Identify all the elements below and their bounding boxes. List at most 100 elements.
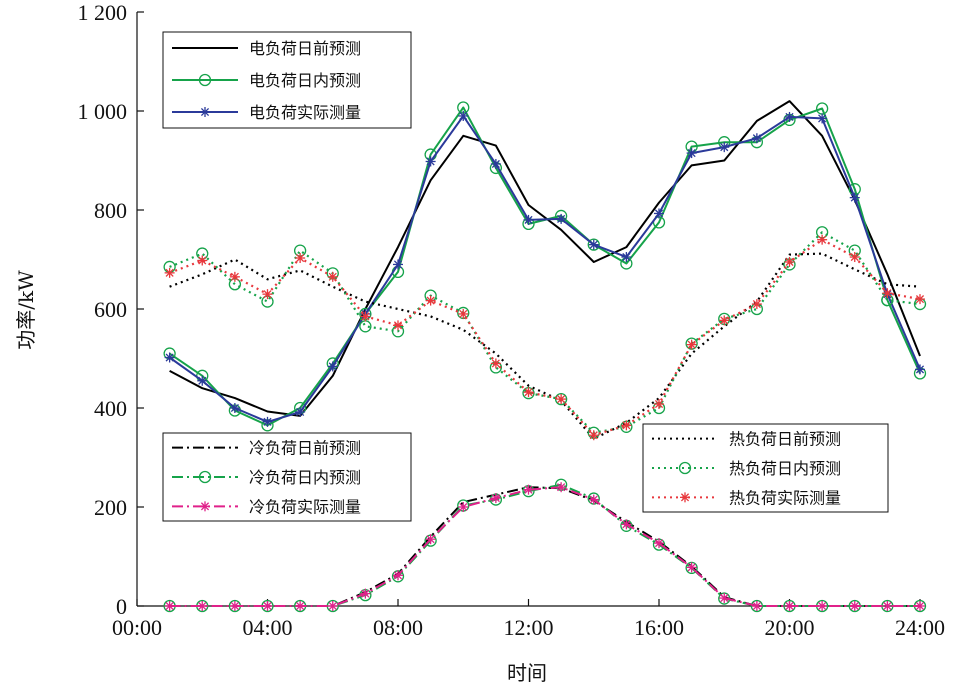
data-point [425,534,436,545]
data-point [327,601,338,611]
data-point [295,601,306,611]
data-point [458,308,469,319]
series-2 [164,110,925,427]
series-line-0 [169,100,921,417]
legend-marker [680,492,690,503]
data-point [229,403,240,413]
data-point [784,256,795,267]
legend-label: 电负荷日前预测 [249,39,361,58]
data-point [750,599,764,613]
y-tick-label: 1 000 [78,99,128,124]
series-5 [164,482,925,611]
data-point [719,593,730,604]
data-point [882,601,893,611]
data-point [817,113,828,124]
data-point [685,561,698,575]
data-point [393,570,403,581]
y-tick-label: 1 200 [78,0,128,25]
data-point [164,601,175,611]
x-tick-label: 12:00 [503,615,553,640]
series-6 [169,252,921,440]
data-point [458,110,469,121]
legend-label: 热负荷日内预测 [729,459,841,478]
data-point [523,387,534,398]
series-layer [163,100,927,613]
data-point [229,601,240,611]
data-point [295,253,306,264]
data-point [523,214,534,225]
legend-label: 热负荷日前预测 [729,430,841,449]
data-point [295,406,306,417]
legend-label: 电负荷日内预测 [249,71,361,90]
y-tick-label: 400 [94,396,127,421]
data-point [164,267,175,278]
data-point [554,392,568,406]
data-point [588,239,599,250]
x-tick-label: 00:00 [112,615,162,640]
data-point [490,158,501,169]
data-point [915,294,925,305]
data-point [262,289,273,300]
data-point [229,271,240,282]
data-point [164,352,175,363]
data-point [556,394,567,405]
y-axis-label: 功率/kW [14,270,38,350]
data-point [360,311,371,322]
series-line-6 [169,252,921,440]
data-point [882,288,893,299]
data-point [654,399,664,410]
data-point [751,601,762,611]
series-0 [169,100,921,417]
data-point [621,420,632,431]
data-point [817,234,828,245]
legend-marker [200,501,210,512]
data-point [588,494,599,505]
data-point [587,238,600,251]
x-tick-label: 04:00 [242,615,292,640]
series-line-5 [169,486,920,607]
data-point [654,208,664,219]
data-point [393,320,403,331]
legend-label: 冷负荷日前预测 [249,439,361,458]
data-point [556,482,567,493]
data-point [849,252,860,263]
data-point [490,493,501,504]
legend-marker [200,107,210,117]
data-point [262,416,273,427]
legend-label: 电负荷实际测量 [249,103,361,122]
data-point [197,255,208,266]
x-tick-label: 24:00 [895,615,945,640]
series-line-2 [169,115,921,423]
legend-label: 热负荷实际测量 [729,488,841,507]
y-tick-label: 200 [94,495,127,520]
series-8 [164,234,925,441]
data-point [556,213,567,224]
data-point [751,133,762,144]
data-point [621,519,632,530]
axes: 0 200 400 600 800 1 000 1 200 00:00 04:00 08:00 12… [78,0,946,640]
legend-label: 冷负荷实际测量 [249,497,361,516]
data-point [425,295,436,306]
data-point [262,601,273,611]
series-line-8 [169,238,921,437]
data-point [849,601,860,611]
data-point [588,430,599,441]
data-point [654,538,664,549]
x-axis-label: 时间 [507,661,547,685]
legend-marker [198,470,212,484]
data-point [621,252,632,263]
data-point [784,111,795,122]
y-tick-label: 0 [116,594,127,619]
data-point [458,502,469,512]
x-tick-label: 20:00 [764,615,814,640]
data-point [915,601,925,611]
y-tick-label: 600 [94,297,127,322]
x-tick-label: 08:00 [373,615,423,640]
data-point [360,588,371,599]
data-point [686,148,697,159]
